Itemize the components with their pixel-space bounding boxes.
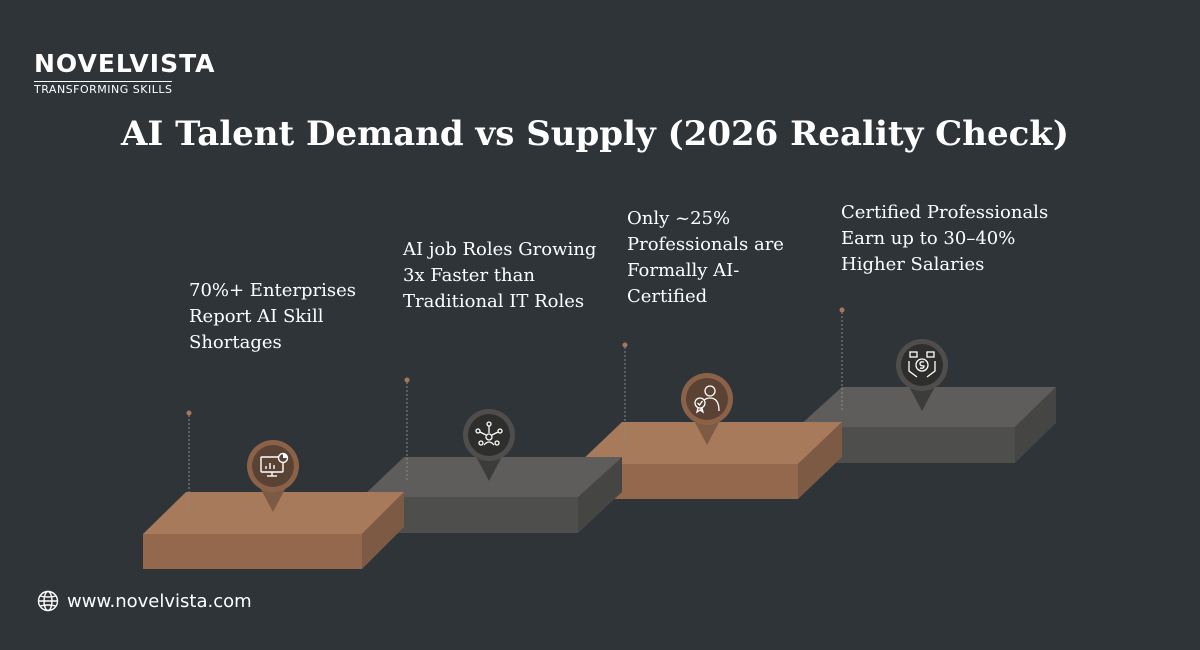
money-hands-icon <box>908 351 936 378</box>
pin-marker-1 <box>247 440 299 512</box>
pin-marker-3 <box>681 373 733 445</box>
step-2-block <box>362 457 622 533</box>
pin-marker-4 <box>896 339 948 411</box>
network-team-icon <box>475 421 503 446</box>
website-link[interactable]: www.novelvista.com <box>67 590 252 612</box>
connector-line-4 <box>839 307 845 410</box>
connector-line-1 <box>186 410 192 512</box>
step-3-block <box>578 422 842 499</box>
brand-name: NOVELVISTA <box>34 49 216 78</box>
connector-line-2 <box>404 377 410 480</box>
brand-logo: NOVELVISTA TRANSFORMING SKILLS <box>34 50 216 97</box>
analytics-dashboard-icon <box>260 452 289 477</box>
certified-person-icon <box>694 385 720 414</box>
step-3-text: Only ~25% Professionals are Formally AI-… <box>627 208 784 307</box>
step-1-block <box>143 492 404 569</box>
step-2-text: AI job Roles Growing 3x Faster than Trad… <box>403 239 597 312</box>
footer: www.novelvista.com <box>37 590 252 612</box>
page-title: AI Talent Demand vs Supply (2026 Reality… <box>121 114 1069 154</box>
pin-marker-2 <box>463 409 515 481</box>
connector-line-3 <box>622 342 628 444</box>
step-1-text: 70%+ Enterprises Report AI Skill Shortag… <box>189 280 357 353</box>
step-4-block <box>798 387 1056 463</box>
brand-tagline: TRANSFORMING SKILLS <box>34 81 173 96</box>
globe-icon <box>37 590 59 612</box>
step-4-text: Certified Professionals Earn up to 30–40… <box>841 202 1049 275</box>
